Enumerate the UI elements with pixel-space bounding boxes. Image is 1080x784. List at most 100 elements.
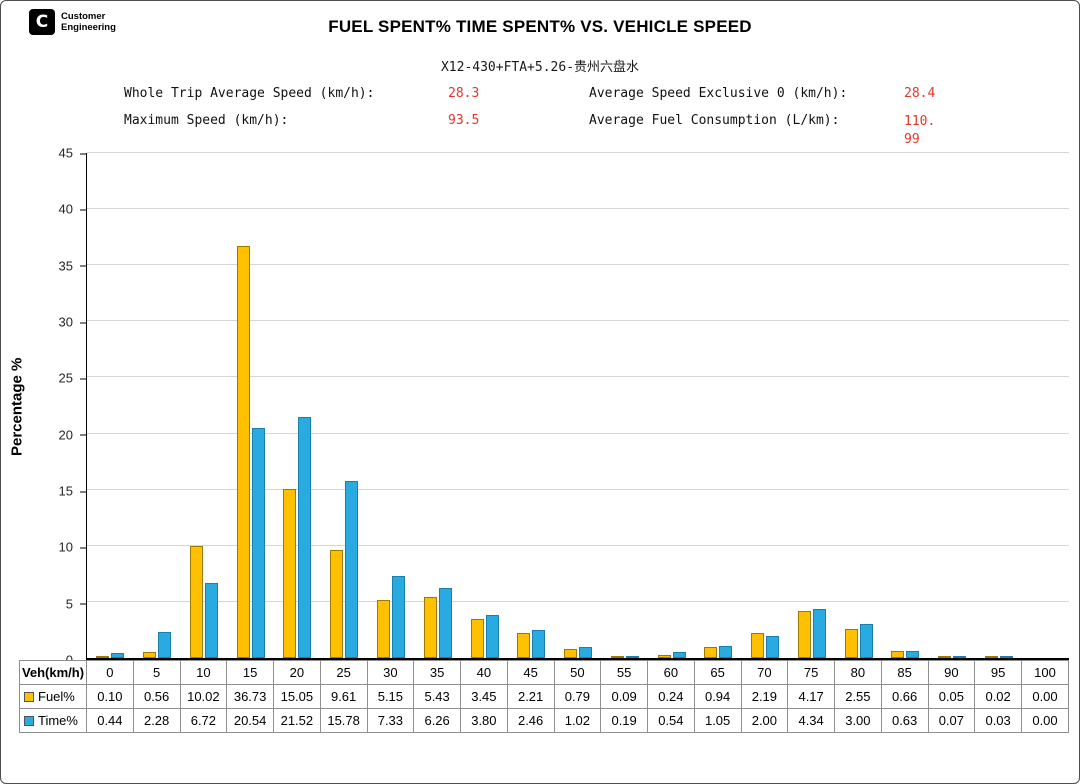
- bar-fuel: [751, 633, 765, 658]
- time-value-cell: 20.54: [226, 708, 274, 733]
- stat-label-max-speed: Maximum Speed (km/h):: [124, 113, 289, 128]
- category-cell-50: [555, 153, 602, 658]
- fuel-value-cell: 0.05: [927, 684, 976, 709]
- legend-time-label: Time%: [38, 713, 78, 728]
- gridline: [87, 600, 1069, 602]
- bar-fuel: [844, 629, 858, 658]
- bar-time: [672, 651, 686, 658]
- bar-fuel: [470, 619, 484, 658]
- stat-value-whole-trip-avg-speed: 28.3: [448, 86, 480, 101]
- fuel-value-cell: 2.55: [834, 684, 882, 709]
- x-category-cell: 0: [86, 660, 134, 685]
- logo-text-line2: Engineering: [61, 22, 116, 33]
- bar-time: [719, 646, 733, 658]
- row-label-fuel: Fuel%: [19, 684, 87, 709]
- bar-fuel: [143, 651, 157, 658]
- time-value-cell: 1.05: [693, 708, 742, 733]
- bar-fuel: [283, 489, 297, 658]
- x-category-cell: 40: [460, 660, 508, 685]
- bar-time: [859, 624, 873, 658]
- fuel-value-cell: 10.02: [179, 684, 228, 709]
- y-tick-label: 30: [59, 316, 87, 329]
- category-cell-10: [181, 153, 228, 658]
- bar-fuel: [610, 656, 624, 658]
- time-value-cell: 0.63: [880, 708, 929, 733]
- category-cell-55: [601, 153, 648, 658]
- x-category-cell: 55: [600, 660, 648, 685]
- x-category-cell: 60: [647, 660, 695, 685]
- legend-fuel-swatch: [24, 691, 34, 702]
- x-category-cell: 75: [787, 660, 835, 685]
- bar-time: [812, 609, 826, 658]
- x-category-cell: 10: [179, 660, 228, 685]
- bar-fuel: [564, 649, 578, 658]
- stat-value-avg-fuel-consumption-text: 110.99: [904, 114, 936, 148]
- time-value-cell: 0.00: [1021, 708, 1069, 733]
- bar-time: [579, 646, 593, 658]
- bar-time: [953, 656, 967, 658]
- time-value-cell: 2.46: [506, 708, 555, 733]
- bar-time: [532, 630, 546, 658]
- y-tick-label: 10: [59, 541, 87, 554]
- fuel-value-cell: 5.15: [366, 684, 415, 709]
- y-tick-label: 15: [59, 485, 87, 498]
- y-tick-label: 45: [59, 147, 87, 160]
- gridline: [87, 432, 1069, 434]
- page-subtitle: X12-430+FTA+5.26-贵州六盘水: [440, 60, 640, 75]
- category-cell-40: [461, 153, 508, 658]
- time-value-cell: 3.80: [460, 708, 508, 733]
- time-value-cell: 21.52: [273, 708, 321, 733]
- table-time-row: Time% 0.44 2.28 6.72 20.54 21.52 15.78 7.33 6.2…: [19, 708, 1069, 733]
- fuel-value-cell: 4.17: [787, 684, 835, 709]
- category-cell-25: [321, 153, 368, 658]
- bar-time: [391, 575, 405, 658]
- time-value-cell: 2.00: [740, 708, 789, 733]
- category-cell-35: [414, 153, 461, 658]
- y-tick-label: 5: [66, 597, 87, 610]
- stat-label-avg-fuel-consumption: Average Fuel Consumption (L/km):: [589, 113, 840, 128]
- gridline: [87, 320, 1069, 322]
- category-cell-90: [929, 153, 976, 658]
- fuel-value-cell: 0.02: [974, 684, 1022, 709]
- x-category-cell: 15: [226, 660, 274, 685]
- y-tick-label: 25: [59, 372, 87, 385]
- bar-time: [298, 416, 312, 658]
- bar-time: [438, 587, 452, 658]
- stat-value-avg-fuel-consumption: 110.99: [904, 113, 936, 149]
- x-category-cell: 70: [740, 660, 789, 685]
- time-value-cell: 6.72: [179, 708, 228, 733]
- table-corner-cell: Veh(km/h): [19, 660, 87, 685]
- time-value-cell: 0.54: [647, 708, 695, 733]
- category-cell-95: [976, 153, 1023, 658]
- bar-time: [766, 635, 780, 658]
- time-value-cell: 1.02: [553, 708, 602, 733]
- x-category-cell: 95: [974, 660, 1022, 685]
- bar-time: [251, 427, 265, 658]
- gridline: [87, 544, 1069, 546]
- table-fuel-row: Fuel% 0.10 0.56 10.02 36.73 15.05 9.61 5.15 5.4…: [19, 684, 1069, 709]
- category-cell-45: [508, 153, 555, 658]
- x-category-cell: 30: [366, 660, 415, 685]
- fuel-value-cell: 36.73: [226, 684, 274, 709]
- legend-time-swatch: [24, 715, 34, 726]
- fuel-value-cell: 5.43: [413, 684, 461, 709]
- fuel-value-cell: 15.05: [273, 684, 321, 709]
- gridline: [87, 264, 1069, 266]
- x-category-cell: 5: [132, 660, 181, 685]
- time-value-cell: 7.33: [366, 708, 415, 733]
- time-value-cell: 0.07: [927, 708, 976, 733]
- cummins-logo-icon: C: [29, 9, 55, 35]
- category-cell-80: [835, 153, 882, 658]
- x-category-cell: 65: [693, 660, 742, 685]
- x-category-cell: 25: [319, 660, 368, 685]
- x-category-cell: 80: [834, 660, 882, 685]
- gridline: [87, 152, 1069, 153]
- page-title: FUEL SPENT% TIME SPENT% VS. VEHICLE SPEE…: [328, 17, 752, 36]
- fuel-value-cell: 0.10: [86, 684, 134, 709]
- bar-fuel: [236, 245, 250, 658]
- fuel-value-cell: 0.24: [647, 684, 695, 709]
- x-category-cell: 35: [413, 660, 461, 685]
- time-value-cell: 0.44: [86, 708, 134, 733]
- stat-value-max-speed: 93.5: [448, 113, 480, 128]
